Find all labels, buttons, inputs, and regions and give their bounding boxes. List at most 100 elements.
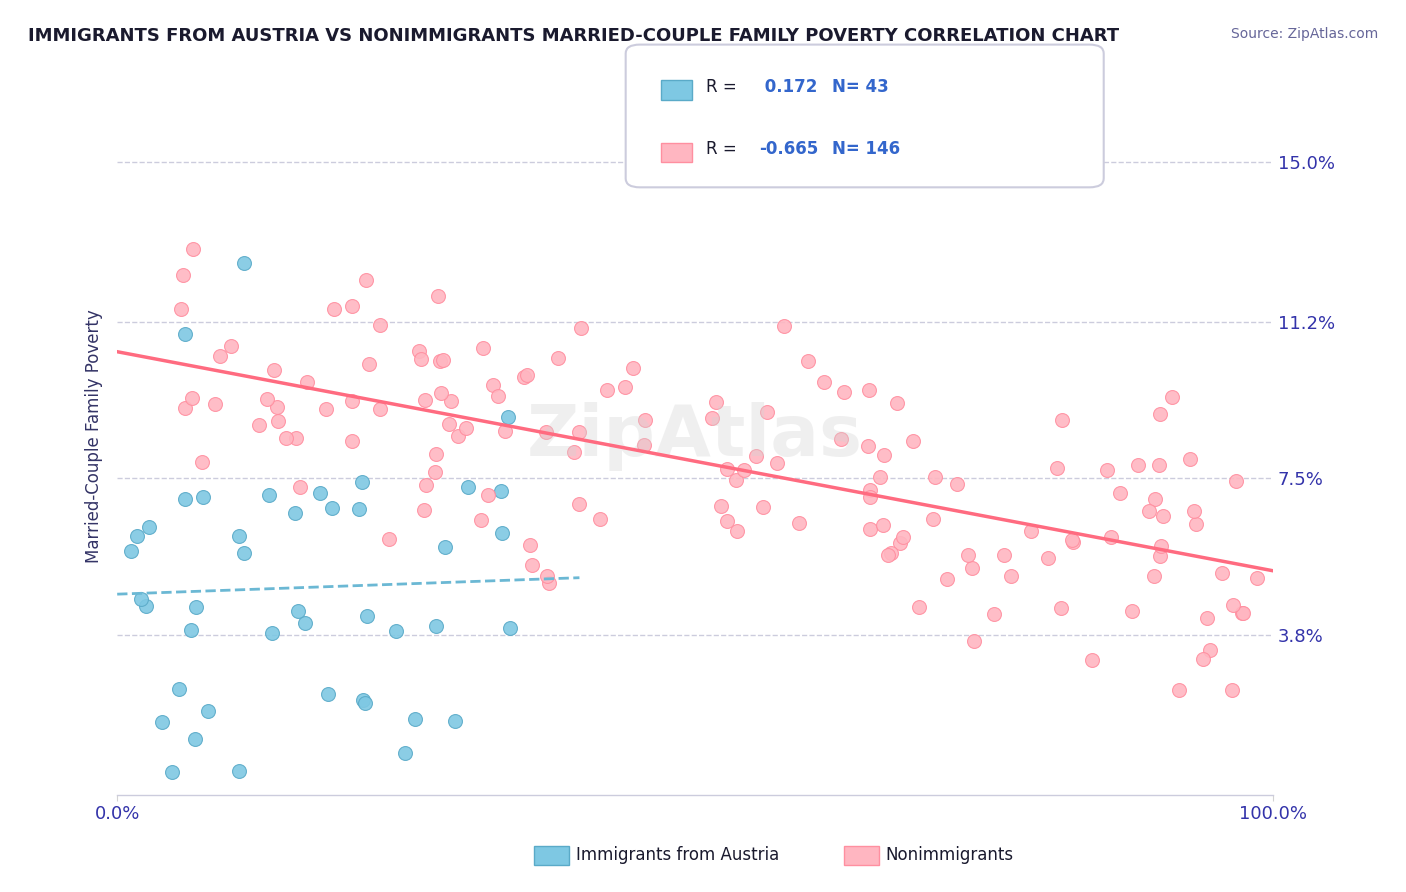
Point [413,392,436,407]
Point [1050,601,1073,615]
Point [946,476,969,491]
Point [1222,598,1244,612]
Point [180,623,202,637]
Point [519,538,541,552]
Point [568,497,591,511]
Point [135,599,157,613]
Point [568,425,591,439]
Point [477,488,499,502]
Point [901,434,924,448]
Point [233,256,256,270]
Point [125,529,148,543]
Point [437,417,460,432]
Point [350,475,373,489]
Point [425,447,447,461]
Point [1147,458,1170,472]
Point [204,397,226,411]
Point [893,529,915,543]
Point [1152,509,1174,524]
Point [138,520,160,534]
Point [288,480,311,494]
Point [411,352,433,367]
Point [621,361,644,376]
Point [426,288,449,302]
Point [287,604,309,618]
Text: 0.172: 0.172 [759,78,818,95]
Point [1062,533,1084,547]
Point [184,731,207,746]
Point [342,434,364,448]
Point [1246,571,1268,585]
Point [879,546,901,560]
Point [983,607,1005,621]
Point [321,500,343,515]
Point [354,696,377,710]
Point [221,339,243,353]
Point [634,413,657,427]
Point [1000,569,1022,583]
Point [1099,530,1122,544]
Point [1137,504,1160,518]
Point [359,357,381,371]
Text: ZipAtlas: ZipAtlas [527,401,863,471]
Point [752,500,775,515]
Point [491,525,513,540]
Point [963,634,986,648]
Point [832,385,855,400]
Point [1036,551,1059,566]
Point [295,376,318,390]
Point [633,438,655,452]
Point [935,573,957,587]
Point [486,389,509,403]
Point [1220,682,1243,697]
Point [856,439,879,453]
Point [725,524,748,538]
Point [276,431,298,445]
Point [877,549,900,563]
Point [1178,452,1201,467]
Point [257,488,280,502]
Point [1143,492,1166,507]
Point [356,609,378,624]
Point [957,548,980,562]
Point [284,431,307,445]
Point [614,379,637,393]
Point [1199,643,1222,657]
Point [562,445,585,459]
Point [872,448,894,462]
Point [447,429,470,443]
Point [536,569,558,583]
Point [710,499,733,513]
Point [1150,540,1173,554]
Point [184,599,207,614]
Point [569,321,592,335]
Point [429,386,451,401]
Point [766,456,789,470]
Point [263,363,285,377]
Point [960,560,983,574]
Point [266,400,288,414]
Point [538,576,561,591]
Text: R =: R = [706,140,742,158]
Point [434,540,457,554]
Point [309,486,332,500]
Point [534,425,557,439]
Point [859,483,882,497]
Point [294,615,316,630]
Point [190,454,212,468]
Point [167,681,190,696]
Point [886,396,908,410]
Point [745,449,768,463]
Point [797,354,820,368]
Point [595,383,617,397]
Point [773,319,796,334]
Text: N= 146: N= 146 [832,140,900,158]
Point [859,522,882,536]
Point [1081,652,1104,666]
Point [869,470,891,484]
Y-axis label: Married-Couple Family Poverty: Married-Couple Family Poverty [86,310,103,563]
Text: Source: ZipAtlas.com: Source: ZipAtlas.com [1230,27,1378,41]
Text: IMMIGRANTS FROM AUSTRIA VS NONIMMIGRANTS MARRIED-COUPLE FAMILY POVERTY CORRELATI: IMMIGRANTS FROM AUSTRIA VS NONIMMIGRANTS… [28,27,1119,45]
Point [756,405,779,419]
Point [1050,413,1073,427]
